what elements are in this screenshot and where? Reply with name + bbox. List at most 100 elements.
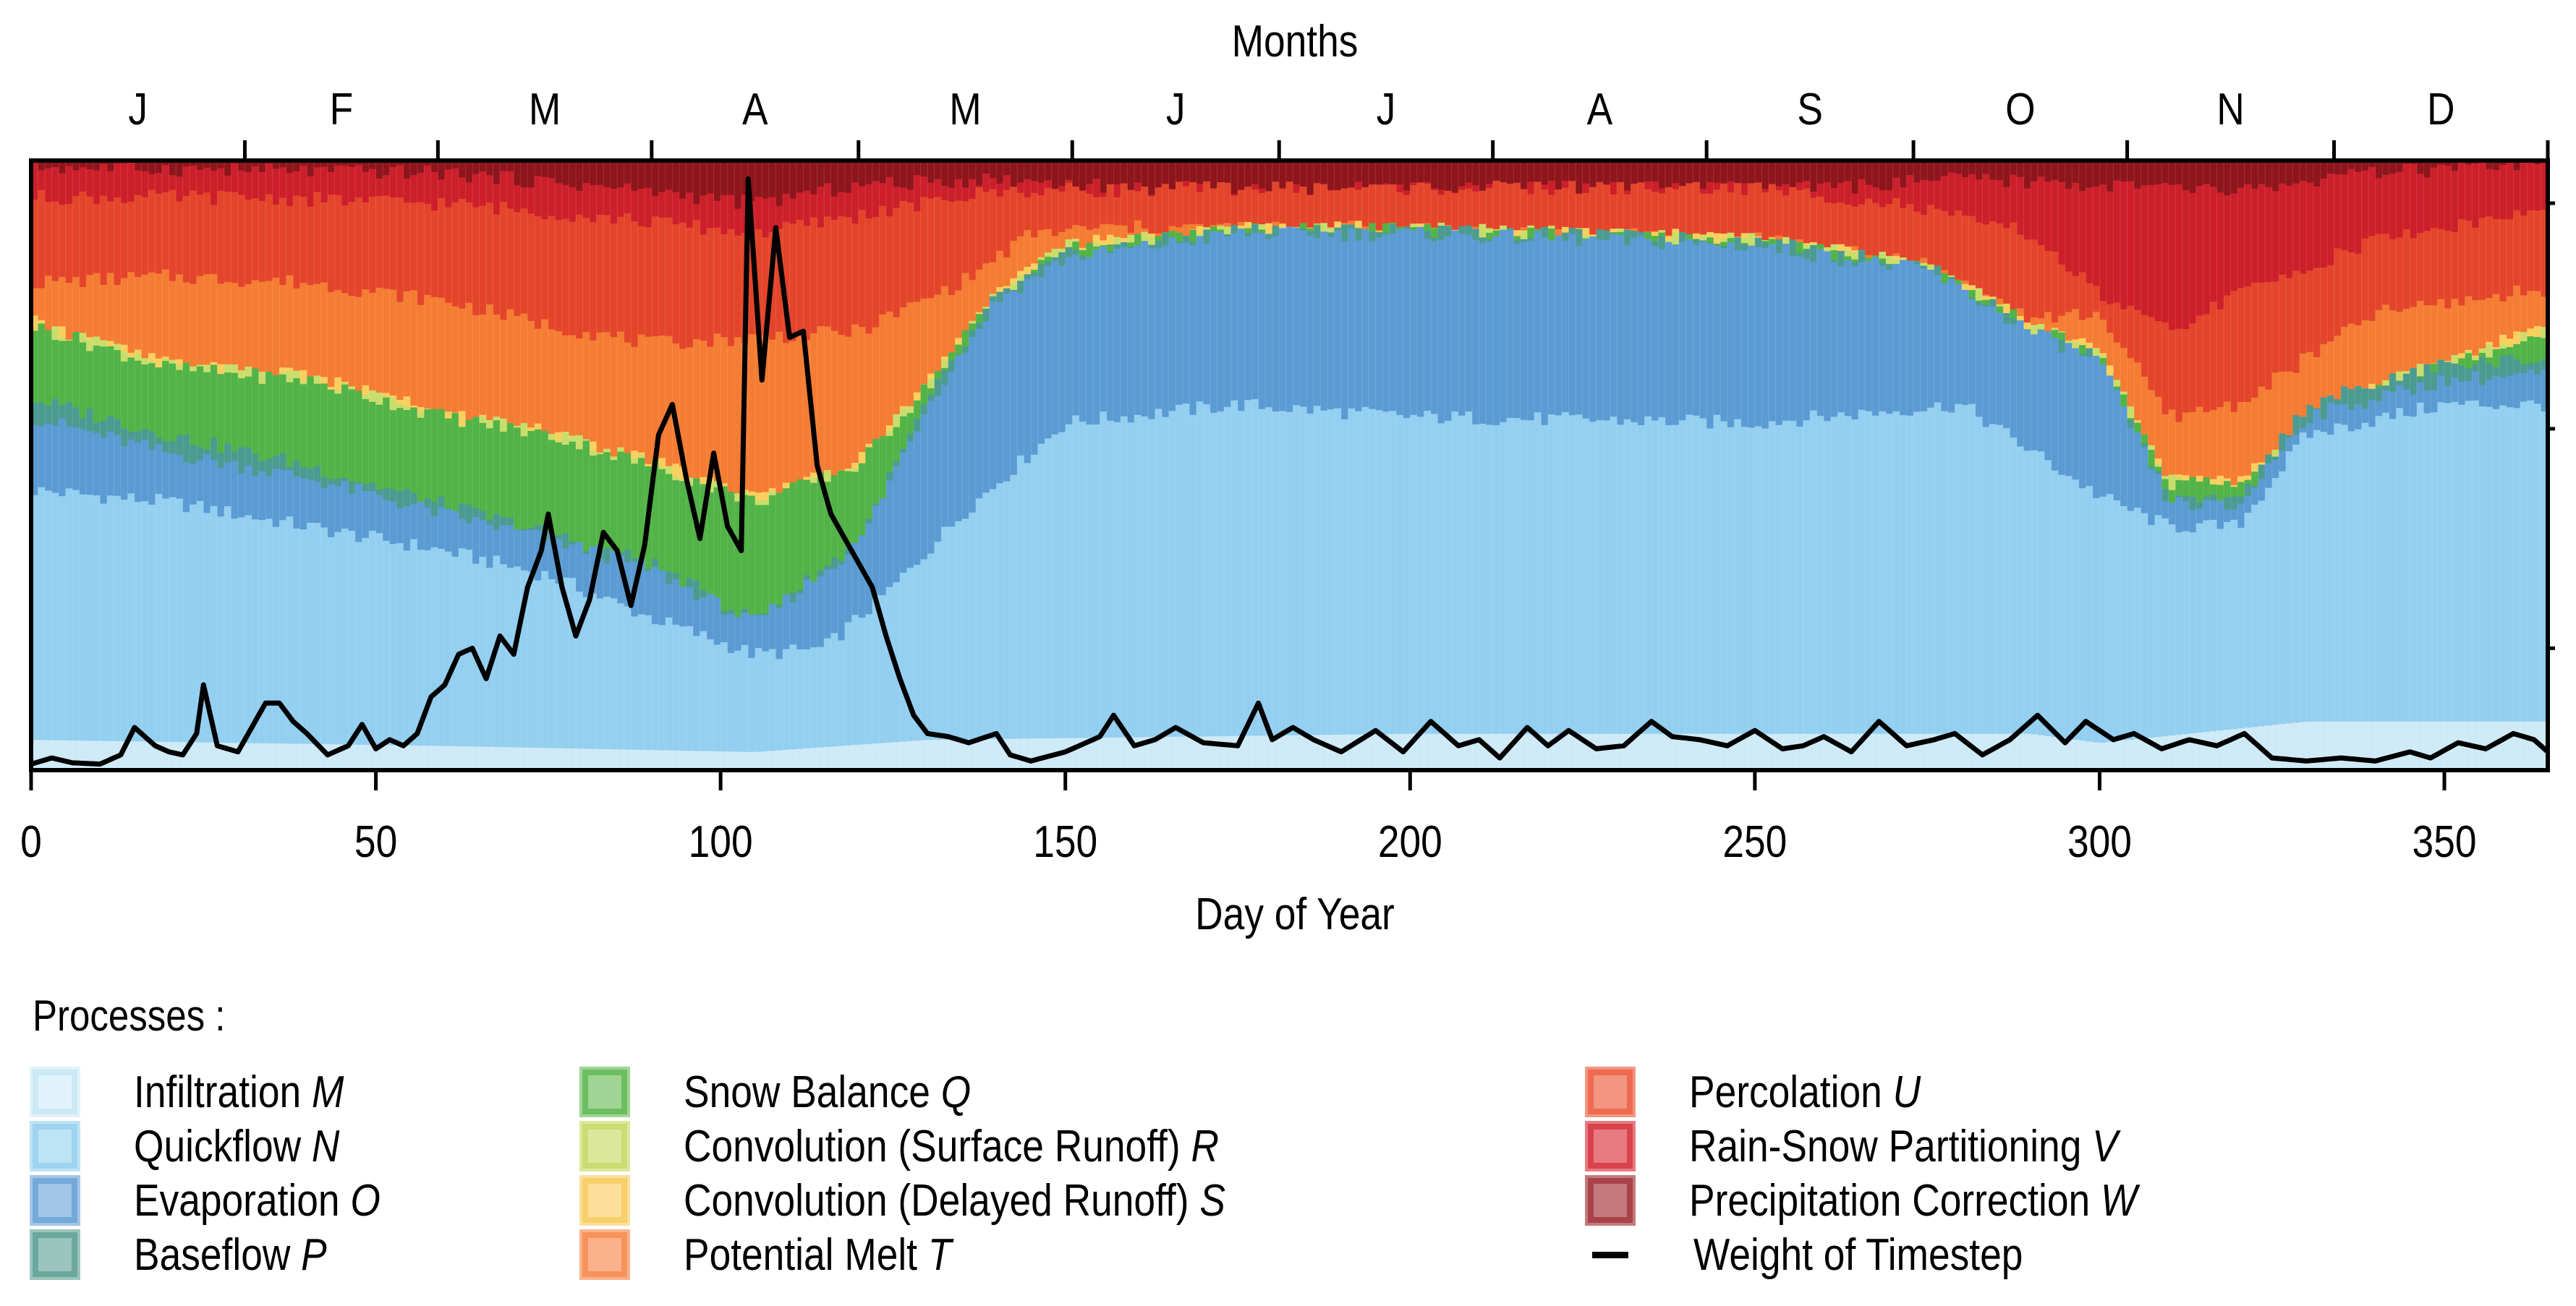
bar-segment-N (1045, 438, 1052, 739)
bar-segment-T (169, 281, 177, 360)
bar-segment-R (1520, 231, 1528, 239)
bar-segment-P (1203, 229, 1211, 244)
bar-segment-T (920, 298, 928, 385)
bar-segment-W (369, 161, 376, 169)
bar-segment-M (2203, 731, 2211, 771)
bar-segment-M (2113, 741, 2121, 771)
bar-segment-N (279, 519, 286, 744)
bar-segment-N (265, 518, 273, 743)
day-bar (444, 161, 452, 771)
legend-item: Percolation U (1585, 1067, 1958, 1117)
bar-segment-R (1410, 223, 1418, 228)
bar-segment-O (1961, 289, 1969, 406)
day-bar (1850, 161, 1859, 771)
bar-segment-W (590, 161, 597, 186)
legend-label: Quickflow N (134, 1121, 340, 1171)
bar-segment-P (2161, 488, 2169, 501)
day-bar (1071, 161, 1080, 771)
bar-segment-V (975, 185, 983, 188)
bar-segment-U (2402, 229, 2410, 310)
bar-segment-M (1306, 735, 1314, 771)
day-bar (2430, 161, 2438, 771)
bar-segment-S (1520, 230, 1528, 232)
bar-segment-M (1285, 735, 1293, 771)
bar-segment-W (727, 161, 735, 195)
bar-segment-Q (506, 422, 514, 518)
bar-segment-T (196, 276, 204, 365)
bar-segment-M (362, 744, 370, 771)
day-bar (272, 161, 280, 771)
bar-segment-U (1761, 192, 1769, 240)
bar-segment-Q (934, 370, 942, 380)
day-bar (2113, 161, 2121, 771)
bar-segment-T (879, 314, 887, 437)
bar-segment-P (120, 428, 128, 446)
bar-segment-W (2299, 161, 2307, 181)
bar-segment-P (906, 433, 914, 442)
bar-segment-S (617, 447, 625, 448)
bar-segment-W (458, 161, 466, 178)
bar-segment-M (2527, 721, 2535, 771)
bar-segment-P (2492, 367, 2500, 376)
bar-segment-T (2520, 295, 2528, 333)
bar-segment-M (1906, 733, 1914, 771)
bar-segment-P (375, 489, 383, 495)
bar-segment-M (1037, 738, 1045, 771)
bar-segment-P (2375, 386, 2383, 401)
bar-segment-W (2499, 161, 2507, 166)
bar-segment-M (1375, 733, 1383, 771)
bar-segment-W (575, 161, 583, 191)
bar-segment-S (1851, 249, 1859, 252)
x-axis-ticks: 0 50 100 150 200 250 300 350 (20, 770, 2477, 867)
bar-segment-P (872, 503, 880, 506)
bar-segment-M (1389, 733, 1397, 771)
bar-segment-R (1141, 231, 1149, 242)
legend-item: Potential Melt T (579, 1229, 995, 1280)
bar-segment-S (2078, 338, 2086, 346)
bar-segment-W (176, 161, 183, 177)
bar-segment-V (169, 174, 177, 190)
bar-segment-M (996, 738, 1004, 771)
bar-segment-R (1851, 252, 1859, 260)
bar-segment-V (1355, 182, 1362, 190)
bar-segment-Q (176, 370, 183, 436)
bar-segment-V (438, 179, 446, 198)
bar-segment-S (2182, 474, 2190, 481)
bar-segment-V (265, 163, 273, 195)
bar-segment-U (1754, 182, 1762, 233)
bar-segment-P (2368, 388, 2376, 401)
bar-segment-O (1258, 232, 1266, 409)
bar-segment-V (1713, 182, 1721, 190)
bar-segment-Q (2224, 480, 2231, 498)
bar-segment-O (1127, 247, 1135, 423)
bar-segment-O (1865, 260, 1873, 411)
bar-segment-M (741, 751, 749, 771)
bar-segment-V (299, 165, 307, 197)
day-bar (493, 161, 501, 771)
bar-segment-P (1244, 232, 1252, 237)
day-bar (1313, 161, 1321, 771)
bar-segment-V (893, 186, 901, 208)
bar-segment-M (1810, 733, 1817, 771)
bar-segment-W (1458, 161, 1466, 187)
bar-segment-N (754, 647, 762, 752)
bar-segment-W (796, 161, 804, 193)
bar-segment-U (1361, 187, 1369, 227)
bar-segment-V (59, 173, 66, 205)
bar-segment-U (141, 197, 149, 275)
bar-segment-O (2527, 369, 2535, 401)
bar-segment-U (1576, 193, 1583, 229)
bar-segment-N (1603, 420, 1611, 734)
bar-segment-T (775, 331, 783, 493)
bar-segment-N (2389, 419, 2397, 722)
bar-segment-O (114, 435, 122, 496)
bar-segment-P (1740, 243, 1748, 251)
bar-segment-N (2237, 527, 2245, 729)
bar-segment-T (672, 343, 680, 464)
bar-segment-R (686, 477, 694, 486)
bar-segment-O (1340, 241, 1348, 419)
bar-segment-U (31, 200, 38, 289)
bar-segment-P (2306, 404, 2314, 423)
bar-segment-Q (93, 345, 101, 423)
bar-segment-V (2506, 161, 2514, 220)
